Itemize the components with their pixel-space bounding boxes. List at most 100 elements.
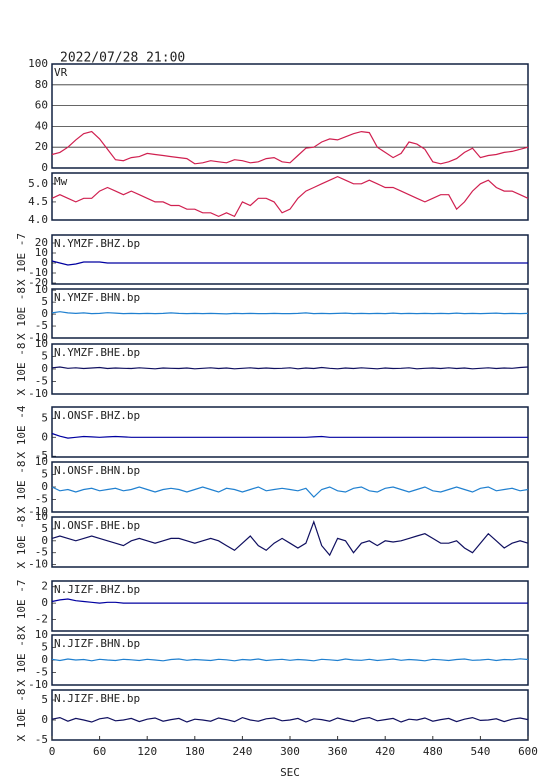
- data-line: [51, 311, 529, 315]
- y-tick-label: 10: [35, 628, 48, 641]
- panel-frame: [51, 406, 529, 458]
- x-tick-label: 420: [375, 745, 395, 758]
- panel-frame: [51, 516, 529, 568]
- panel-frame: [51, 634, 529, 686]
- y-tick-label: 5: [41, 522, 48, 535]
- x-tick-label: 60: [93, 745, 106, 758]
- panel-label: N.JIZF.BHZ.bp: [54, 583, 140, 596]
- y-tick-label: 5: [41, 411, 48, 424]
- y-tick-label: -5: [35, 493, 48, 506]
- data-line: [51, 658, 529, 662]
- y-tick-label: 5: [41, 350, 48, 363]
- panel-label: N.JIZF.BHE.bp: [54, 692, 140, 705]
- panel-label: VR: [54, 66, 68, 79]
- y-tick-label: 5: [41, 641, 48, 654]
- y-tick-label: 0: [41, 362, 48, 375]
- panel-frame: [51, 234, 529, 285]
- y-tick-label: 2: [41, 580, 48, 593]
- data-line: [51, 260, 528, 266]
- x-tick-label: 360: [328, 745, 348, 758]
- y-tick-label: 80: [35, 78, 48, 91]
- panel-frame: [51, 172, 529, 221]
- y-axis-label: X 10E -8: [15, 689, 28, 742]
- x-tick-label: 0: [49, 745, 56, 758]
- y-tick-label: 4.0: [28, 213, 48, 226]
- y-tick-label: 100: [28, 57, 48, 70]
- y-tick-label: 10: [35, 337, 48, 350]
- y-axis-label: X 10E -8: [15, 516, 28, 569]
- x-tick-label: 180: [185, 745, 205, 758]
- x-tick-label: 120: [137, 745, 157, 758]
- y-tick-label: 0: [41, 596, 48, 609]
- x-tick-label: 600: [518, 745, 538, 758]
- y-tick-label: 5: [41, 295, 48, 308]
- y-tick-label: -10: [28, 266, 48, 279]
- y-tick-label: 5.0: [28, 177, 48, 190]
- data-line: [51, 519, 529, 557]
- y-axis-label: X 10E -7: [15, 233, 28, 286]
- y-tick-label: 5: [41, 468, 48, 481]
- y-tick-label: 10: [35, 283, 48, 296]
- y-tick-label: 10: [35, 510, 48, 523]
- y-tick-label: -5: [35, 319, 48, 332]
- y-tick-label: 0: [41, 430, 48, 443]
- data-line: [51, 486, 529, 498]
- y-axis-label: X 10E -8: [15, 461, 28, 514]
- y-tick-label: 0: [41, 161, 48, 174]
- y-tick-label: -2: [35, 613, 48, 626]
- panel-label: N.ONSF.BHE.bp: [54, 519, 140, 532]
- panel-label: N.YMZF.BHZ.bp: [54, 237, 140, 250]
- y-axis-label: X 10E -8: [15, 287, 28, 340]
- x-tick-label: 480: [423, 745, 443, 758]
- data-line: [51, 130, 529, 165]
- data-line: [51, 716, 529, 723]
- y-tick-label: -5: [35, 666, 48, 679]
- y-tick-label: 0: [41, 256, 48, 269]
- y-axis-label: X 10E -7: [15, 580, 28, 633]
- y-tick-label: 0: [41, 480, 48, 493]
- panel-frame: [51, 580, 529, 632]
- y-axis-label: X 10E -8: [15, 343, 28, 396]
- y-tick-label: 0: [41, 534, 48, 547]
- y-tick-label: 60: [35, 99, 48, 112]
- y-tick-label: -5: [35, 546, 48, 559]
- panel-label: N.ONSF.BHN.bp: [54, 464, 140, 477]
- y-tick-label: -5: [35, 449, 48, 462]
- y-tick-label: -5: [35, 375, 48, 388]
- data-line: [51, 432, 528, 439]
- y-tick-label: 20: [35, 236, 48, 249]
- y-tick-label: 10: [35, 246, 48, 259]
- y-tick-label: 0: [41, 653, 48, 666]
- y-tick-label: 4.5: [28, 195, 48, 208]
- data-line: [51, 175, 529, 218]
- y-tick-label: 5: [41, 693, 48, 706]
- y-tick-label: 20: [35, 140, 48, 153]
- y-tick-label: 0: [41, 713, 48, 726]
- y-tick-label: 0: [41, 307, 48, 320]
- x-tick-label: 300: [280, 745, 300, 758]
- y-axis-label: X 10E -8: [15, 634, 28, 687]
- y-tick-label: 40: [35, 119, 48, 132]
- panel-frame: [51, 343, 529, 395]
- data-line: [51, 598, 528, 604]
- y-tick-label: -20: [28, 276, 48, 289]
- panel-label: N.JIZF.BHN.bp: [54, 637, 140, 650]
- y-axis-label: X 10E -4: [15, 405, 28, 458]
- x-axis-label: SEC: [280, 766, 300, 779]
- y-tick-label: -10: [28, 558, 48, 571]
- x-tick-label: 240: [232, 745, 252, 758]
- chart-title: 2022/07/28 21:00: [60, 51, 185, 66]
- panel-label: N.YMZF.BHE.bp: [54, 346, 140, 359]
- y-tick-label: -10: [28, 387, 48, 400]
- data-line: [51, 366, 529, 370]
- panel-label: Mw: [54, 175, 68, 188]
- y-tick-label: -10: [28, 331, 48, 344]
- panel-frame: [51, 63, 529, 169]
- panel-label: N.ONSF.BHZ.bp: [54, 409, 140, 422]
- y-tick-label: -5: [35, 733, 48, 746]
- y-tick-label: -10: [28, 505, 48, 518]
- panel-label: N.YMZF.BHN.bp: [54, 291, 140, 304]
- y-tick-label: 10: [35, 455, 48, 468]
